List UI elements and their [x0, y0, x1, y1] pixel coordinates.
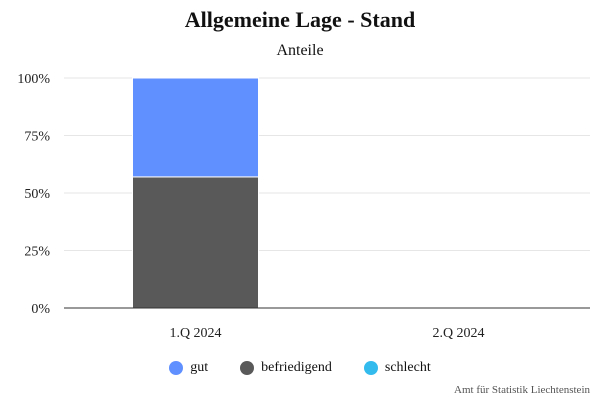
legend-swatch-gut — [169, 361, 184, 375]
legend-item-befriedigend[interactable]: befriedigend — [240, 360, 332, 376]
legend-item-schlecht[interactable]: schlecht — [363, 360, 431, 376]
bar-gut[interactable] — [132, 77, 259, 178]
chart-subtitle: Anteile — [276, 42, 324, 59]
legend-swatch-schlecht — [363, 361, 378, 375]
legend-label-schlecht: schlecht — [384, 360, 431, 375]
y-tick-label: 50% — [24, 187, 50, 202]
legend-swatch-befriedigend — [240, 361, 255, 375]
x-tick-label: 1.Q 2024 — [169, 326, 221, 341]
y-tick-label: 100% — [17, 72, 50, 87]
bar-befriedigend[interactable] — [132, 176, 259, 309]
x-tick-label: 2.Q 2024 — [432, 326, 484, 341]
legend-label-befriedigend: befriedigend — [261, 360, 332, 375]
legend: gut befriedigend schlecht — [0, 360, 600, 376]
legend-label-gut: gut — [190, 360, 209, 375]
credits-label[interactable]: Amt für Statistik Liechtenstein — [454, 384, 590, 396]
legend-item-gut[interactable]: gut — [169, 360, 208, 376]
y-tick-label: 0% — [31, 302, 50, 317]
y-tick-label: 25% — [24, 245, 50, 260]
y-tick-label: 75% — [24, 130, 50, 145]
chart-title: Allgemeine Lage - Stand — [184, 7, 416, 32]
